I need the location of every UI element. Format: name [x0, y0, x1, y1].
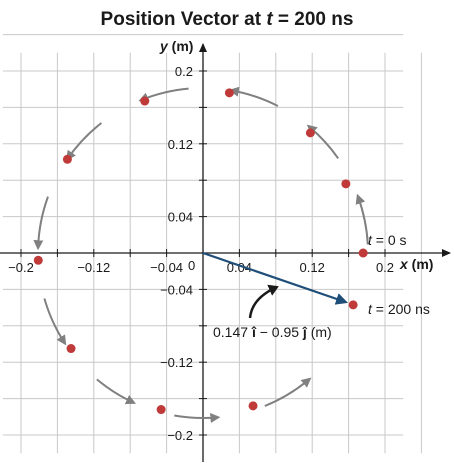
x-tick-label: −0.04 [150, 260, 183, 275]
y-tick-label: −0.2 [167, 428, 193, 443]
y-tick-label: −0.12 [160, 355, 193, 370]
motion-arrow [33, 196, 49, 251]
position-vector [202, 251, 348, 305]
y-tick-label: 0.04 [168, 210, 193, 225]
position-point [156, 405, 166, 415]
vector-annotation: 0.147 î − 0.95 ĵ (m) [213, 324, 332, 340]
y-tick-label: −0.04 [160, 282, 193, 297]
motion-arrow [264, 377, 312, 407]
motion-arrow [66, 122, 103, 161]
position-point [341, 179, 351, 189]
position-point [348, 300, 358, 310]
x-tick-label: −0.2 [8, 260, 34, 275]
grid [2, 34, 422, 454]
tick-labels: −0.2 −0.12 −0.04 0.04 0.12 0.20.20.120.04−0.0… [8, 64, 394, 443]
t200-annotation: t = 200 ns [368, 301, 430, 317]
motion-arrow [355, 193, 369, 245]
position-point [358, 248, 368, 258]
x-axis-label: x (m) [399, 256, 433, 272]
y-tick-label: 0.12 [168, 137, 193, 152]
position-point [305, 128, 315, 138]
chart-title: Position Vector at t = 200 ns [101, 9, 354, 30]
motion-arrow [43, 298, 67, 346]
motion-arrow [306, 124, 340, 159]
position-points [33, 88, 368, 415]
position-vector-group [202, 251, 348, 305]
motion-arrow [228, 86, 279, 107]
position-point [66, 344, 76, 354]
x-tick-label: 0.12 [300, 260, 325, 275]
y-tick-label: 0.2 [175, 64, 193, 79]
origin-label: 0 [188, 258, 195, 273]
motion-arrow [174, 413, 221, 423]
position-point [33, 255, 43, 265]
y-axis-label: y (m) [159, 38, 193, 54]
t0-annotation: t = 0 s [368, 232, 407, 248]
x-tick-label: −0.12 [77, 260, 110, 275]
position-point [62, 154, 72, 164]
position-point [248, 401, 258, 411]
x-tick-label: 0.2 [376, 260, 394, 275]
position-point [140, 96, 150, 106]
vector-callout-arrow [248, 284, 279, 319]
axes [0, 43, 451, 462]
motion-arrow [96, 378, 137, 405]
position-point [224, 88, 234, 98]
